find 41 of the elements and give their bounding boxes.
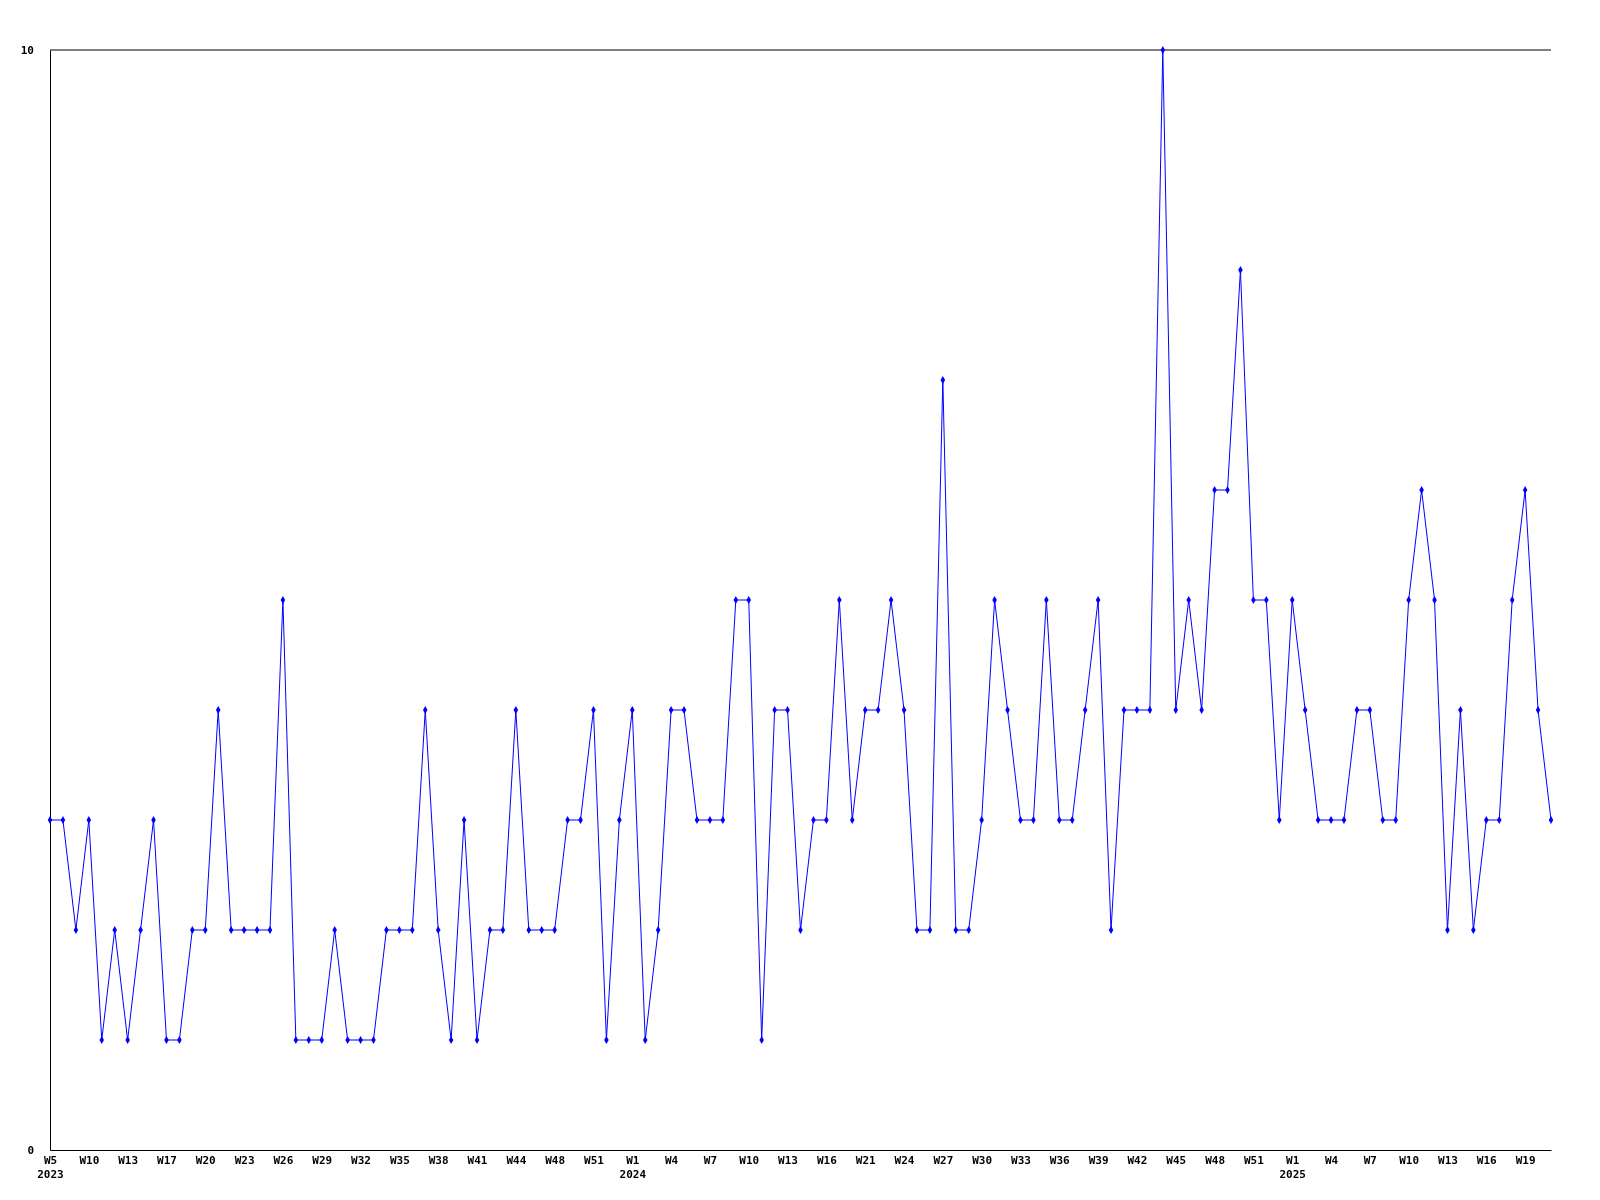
x-tick-label: W41 <box>467 1154 488 1167</box>
x-tick-label: W26 <box>273 1154 294 1167</box>
x-tick-label: W16 <box>1476 1154 1498 1167</box>
x-tick-label: W44 <box>506 1154 527 1167</box>
x-tick-label: W48 <box>545 1154 566 1167</box>
x-tick-label: W13 <box>118 1154 139 1167</box>
x-tick-label: W38 <box>428 1154 449 1167</box>
x-tick-label: W27 <box>933 1154 954 1167</box>
x-tick-label: W7 <box>703 1154 718 1167</box>
x-tick-label: W39 <box>1088 1154 1109 1167</box>
x-tick-label: W45 <box>1166 1154 1187 1167</box>
x-tick-label: W13 <box>1438 1154 1458 1167</box>
x-tick-label: W16 <box>816 1154 838 1167</box>
x-tick-label: W20 <box>195 1154 216 1167</box>
y-tick-label: 0 <box>27 1144 34 1158</box>
x-tick-label: W51 <box>584 1154 605 1167</box>
x-tick-label: W17 <box>157 1154 177 1167</box>
x-tick-label: W51 <box>1243 1154 1265 1167</box>
x-tick-label: W5 2023 <box>37 1154 64 1182</box>
x-tick-label: W10 <box>1399 1154 1420 1167</box>
x-tick-label: W4 <box>1324 1154 1339 1167</box>
x-tick-label: W10 <box>79 1154 100 1167</box>
x-tick-label: W21 <box>855 1154 877 1167</box>
x-tick-label: W32 <box>351 1154 371 1167</box>
x-tick-label: W33 <box>1011 1154 1031 1167</box>
x-tick-label: W4 <box>664 1154 679 1167</box>
x-tick-label: W48 <box>1205 1154 1226 1167</box>
x-tick-label: W1 2024 <box>619 1154 647 1182</box>
x-tick-label: W36 <box>1049 1154 1071 1167</box>
y-tick-label: 10 <box>20 44 34 58</box>
x-tick-label: W42 <box>1127 1154 1148 1167</box>
x-tick-label: W7 <box>1363 1154 1377 1167</box>
x-tick-label: W30 <box>972 1154 993 1167</box>
x-tick-label: W19 <box>1515 1154 1536 1167</box>
x-tick-label: W23 <box>234 1154 255 1167</box>
x-tick-label: W10 <box>739 1154 760 1167</box>
x-tick-label: W35 <box>389 1154 410 1167</box>
x-tick-label: W1 2025 <box>1279 1154 1306 1182</box>
x-tick-label: W29 <box>312 1154 333 1167</box>
x-tick-label: W13 <box>778 1154 798 1167</box>
x-tick-label: W24 <box>894 1154 915 1167</box>
